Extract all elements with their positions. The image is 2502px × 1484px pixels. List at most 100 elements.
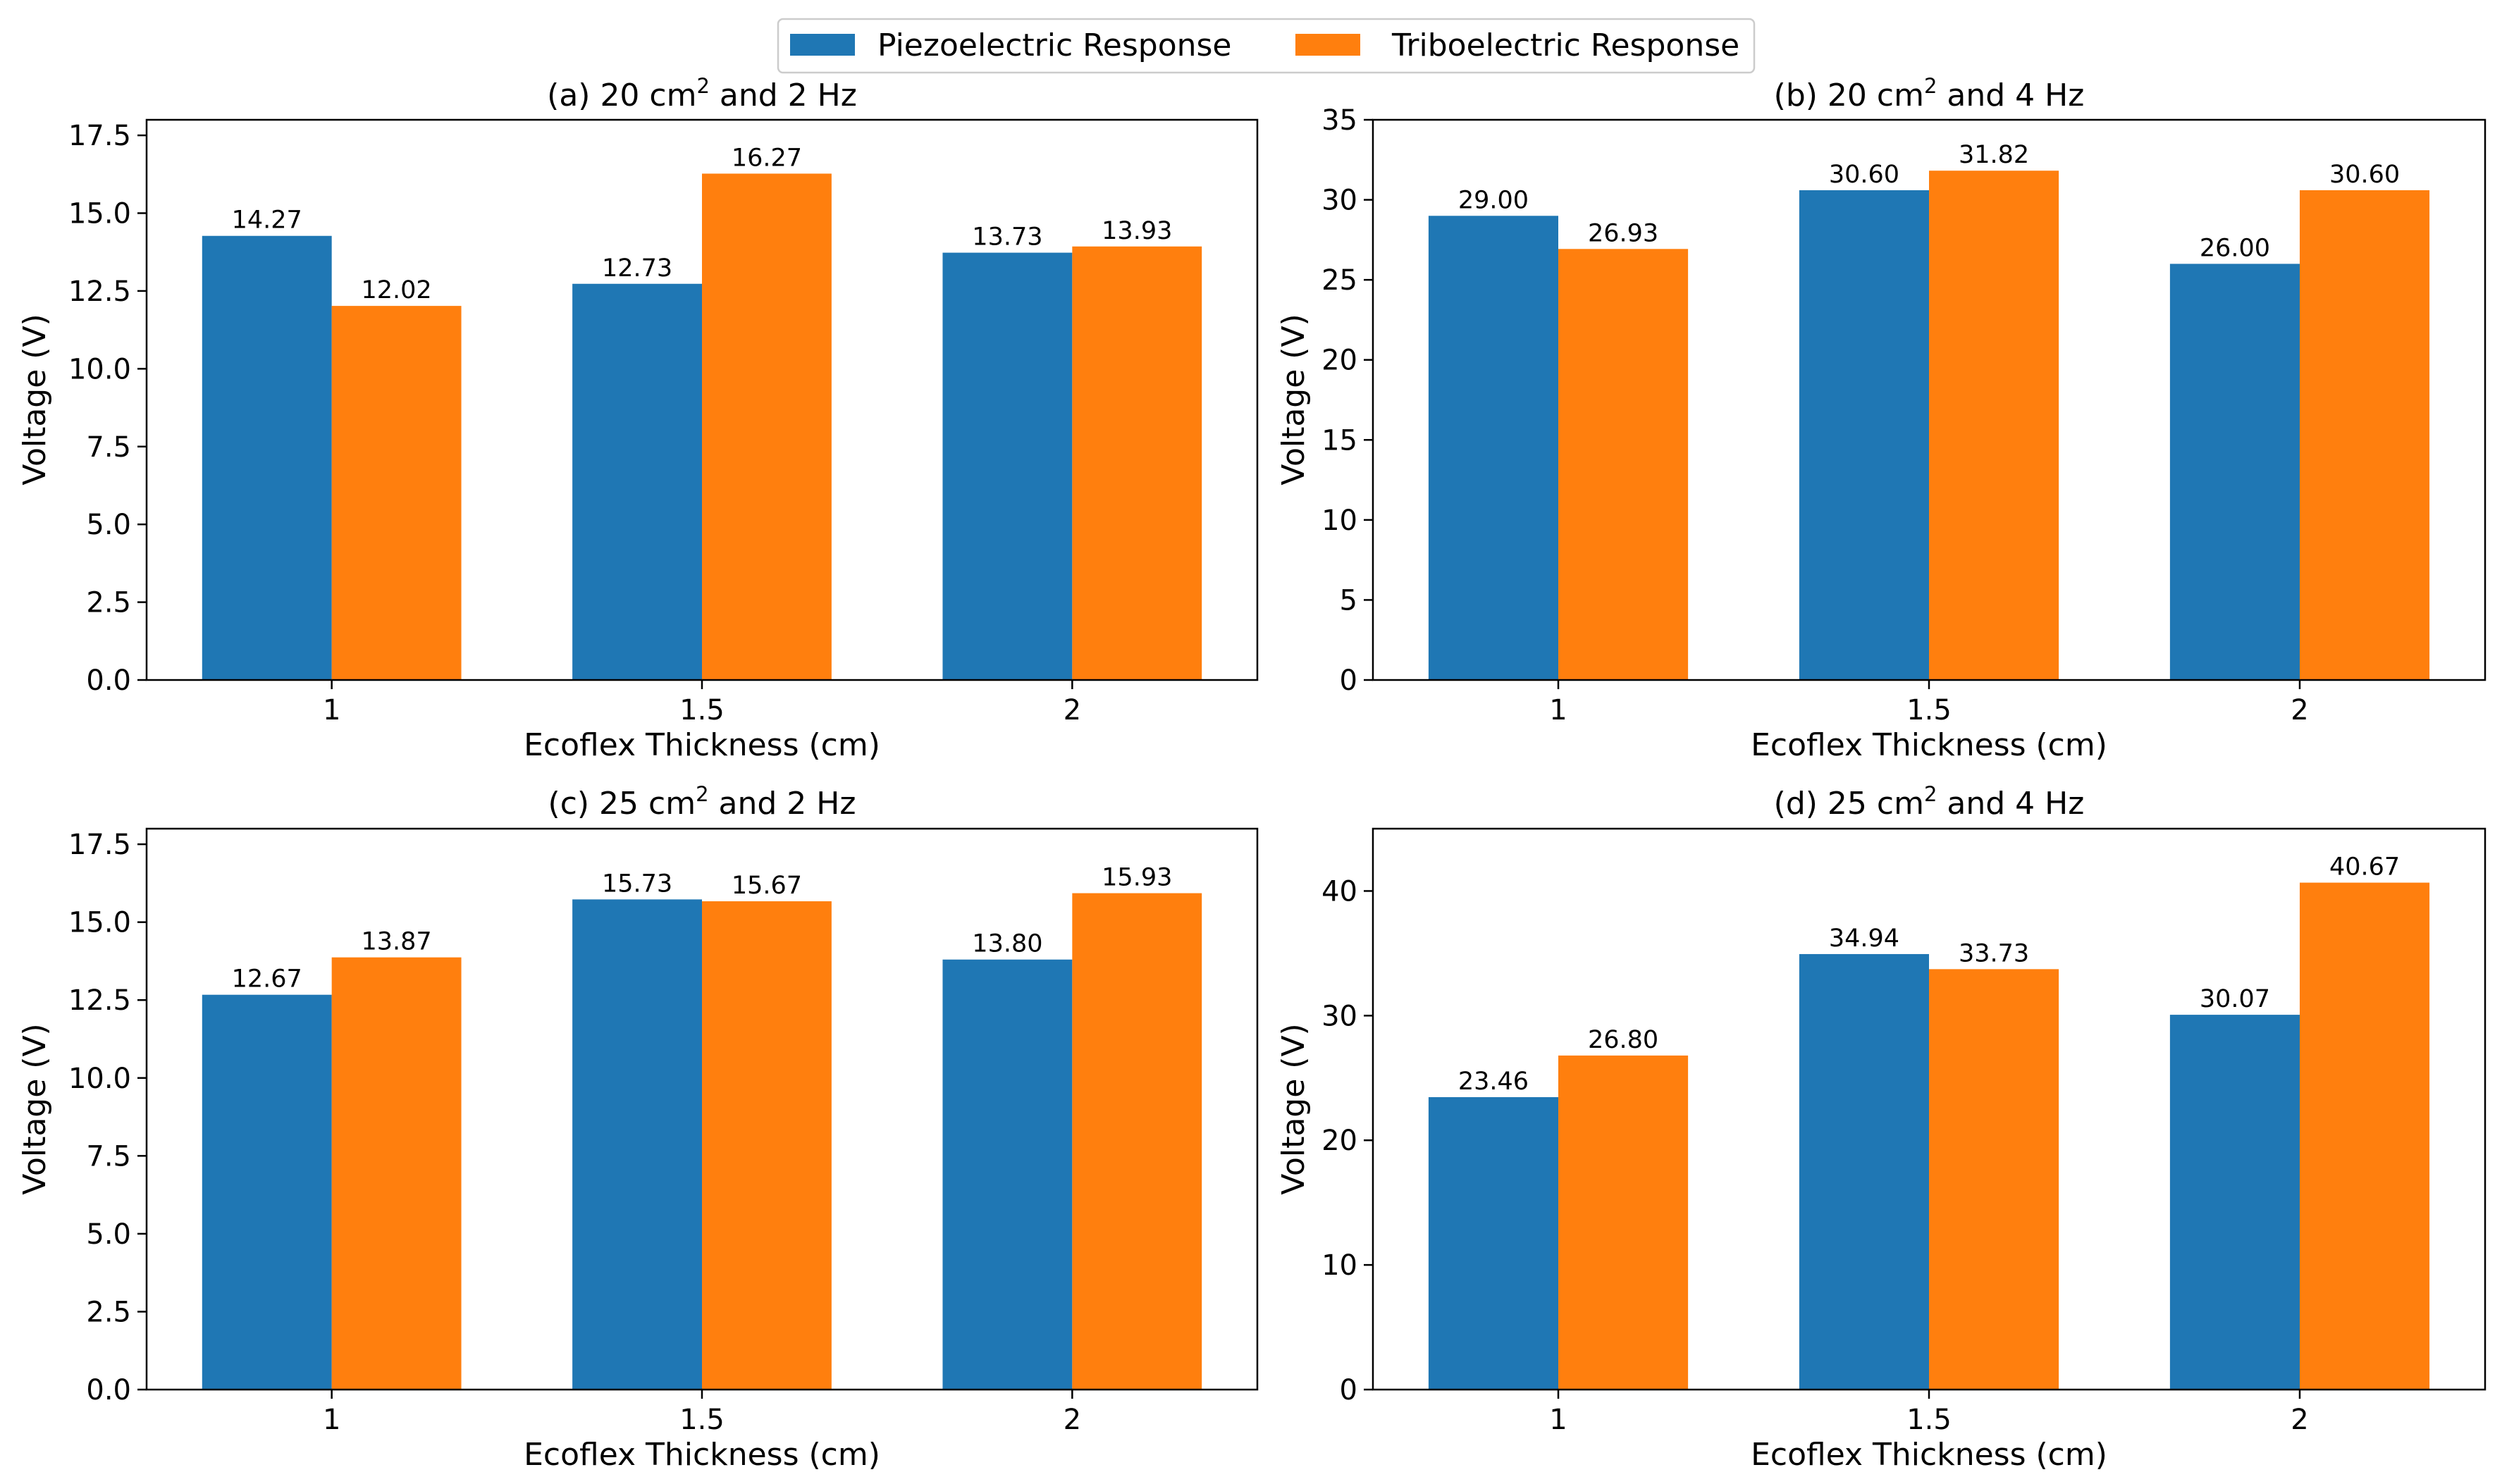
subplot-b-xtick-label: 1.5	[1906, 694, 1952, 726]
subplot-c-xlabel: Ecoflex Thickness (cm)	[524, 1437, 880, 1473]
subplot-a-bar-triboelectric-2	[1072, 246, 1202, 681]
subplot-b-bar-piezoelectric-1.5	[1799, 190, 1929, 680]
subplot-d-xtick-label: 2	[2291, 1404, 2308, 1436]
subplot-b-ytick-label: 20	[1321, 345, 1357, 377]
subplot-c-ytick-label: 17.5	[68, 829, 131, 861]
subplot-d-plot-area: 23.46 34.94 30.07 26.80 33.73 40.67 0 10 20 30 40 1…	[1321, 853, 2430, 1436]
subplot-b-bar-triboelectric-2	[2300, 190, 2430, 680]
subplot-c-xtick-label: 1	[323, 1404, 340, 1436]
subplot-a-xtick-label: 2	[1064, 694, 1081, 726]
subplot-a-ytick-label: 0.0	[86, 664, 131, 697]
subplot-a-ytick-label: 2.5	[86, 587, 131, 619]
subplot-a-bar-piezoelectric-1.5	[572, 283, 702, 681]
subplot-d: (d) 25 cm2 and 4 Hz 23.46 34.94 30.07 26.80…	[1276, 782, 2486, 1473]
subplot-b-ylabel: Voltage (V)	[1276, 314, 1312, 485]
subplot-a-value-label-triboelectric-2: 13.93	[1102, 217, 1172, 245]
subplot-a-value-label-triboelectric-1: 12.02	[361, 276, 431, 304]
subplot-a-frame	[145, 118, 1259, 681]
subplot-a-ytick-label: 10.0	[68, 353, 131, 385]
subplot-c-ytick-label: 12.5	[68, 984, 131, 1017]
subplot-b-bar-piezoelectric-2	[2169, 264, 2300, 680]
subplot-b-bar-triboelectric-1.5	[1929, 171, 2059, 680]
subplot-d-value-label-triboelectric-1: 26.80	[1588, 1026, 1658, 1054]
subplot-a-xlabel: Ecoflex Thickness (cm)	[524, 727, 880, 763]
subplot-a-ytick-label: 12.5	[68, 276, 131, 308]
subplot-d-ylabel: Voltage (V)	[1276, 1023, 1312, 1194]
subplot-b-value-label-piezoelectric-2: 26.00	[2200, 234, 2270, 262]
subplot-c-bar-piezoelectric-1	[202, 994, 332, 1390]
subplot-a-bar-triboelectric-1.5	[702, 173, 832, 681]
legend: Piezoelectric Response Triboelectric Res…	[777, 18, 1756, 74]
subplot-d-bar-piezoelectric-1	[1428, 1097, 1558, 1390]
subplot-d-frame	[1372, 827, 2486, 1391]
subplot-b-ytick-label: 15	[1321, 424, 1357, 457]
subplot-b-xlabel: Ecoflex Thickness (cm)	[1751, 727, 2107, 763]
subplot-c-value-label-piezoelectric-2: 13.80	[972, 930, 1042, 958]
subplot-d-ytick-label: 10	[1321, 1249, 1357, 1282]
subplot-a-ytick-label: 17.5	[68, 120, 131, 152]
subplot-c-ytick-label: 0.0	[86, 1374, 131, 1406]
subplot-d-xtick-label: 1	[1549, 1404, 1567, 1436]
subplot-a-value-label-piezoelectric-1: 14.27	[232, 206, 302, 235]
subplot-b-xtick-label: 2	[2291, 694, 2308, 726]
subplot-a-bar-piezoelectric-1	[202, 235, 332, 680]
subplot-d-bar-piezoelectric-2	[2169, 1015, 2300, 1390]
subplot-b-plot-area: 29.00 30.60 26.00 26.93 31.82 30.60 0 5 10 15 20 25…	[1321, 104, 2430, 726]
subplot-c-value-label-triboelectric-1: 13.87	[361, 928, 431, 956]
subplot-b: (b) 20 cm2 and 4 Hz 29.00 30.60 26.00 26.93…	[1276, 74, 2486, 763]
subplot-b-value-label-triboelectric-1.5: 31.82	[1959, 141, 2029, 169]
subplot-d-value-label-triboelectric-2: 40.67	[2329, 853, 2400, 882]
subplot-a-value-label-piezoelectric-1.5: 12.73	[602, 254, 672, 283]
subplot-d-bar-piezoelectric-1.5	[1799, 953, 1929, 1390]
subplot-b-value-label-piezoelectric-1: 29.00	[1458, 186, 1529, 214]
subplot-c: (c) 25 cm2 and 2 Hz 12.67 15.73 13.80 13.87…	[17, 782, 1259, 1473]
subplot-a-ytick-label: 15.0	[68, 198, 131, 230]
subplot-a-ytick-label: 5.0	[86, 509, 131, 541]
subplot-d-value-label-piezoelectric-2: 30.07	[2200, 985, 2270, 1013]
subplot-b-ytick-label: 30	[1321, 185, 1357, 217]
subplot-d-title: (d) 25 cm2 and 4 Hz	[1774, 782, 2085, 822]
subplot-c-value-label-piezoelectric-1.5: 15.73	[602, 870, 672, 898]
subplot-a-xtick-label: 1	[323, 694, 340, 726]
subplot-c-ytick-label: 7.5	[86, 1140, 131, 1173]
subplot-c-title: (c) 25 cm2 and 2 Hz	[548, 782, 856, 822]
subplot-b-bar-triboelectric-1	[1558, 249, 1689, 680]
subplot-c-value-label-triboelectric-1.5: 15.67	[732, 872, 802, 900]
subplot-d-bar-triboelectric-2	[2300, 882, 2430, 1390]
subplot-c-frame	[145, 827, 1259, 1391]
subplot-a-value-label-piezoelectric-2: 13.73	[972, 223, 1042, 252]
subplot-b-ytick-label: 25	[1321, 264, 1357, 297]
subplot-d-ytick-label: 0	[1340, 1374, 1357, 1406]
subplot-c-bar-triboelectric-2	[1072, 893, 1202, 1390]
subplot-a-xtick-label: 1.5	[679, 694, 725, 726]
subplot-b-value-label-triboelectric-1: 26.93	[1588, 219, 1658, 247]
legend-label-triboelectric: Triboelectric Response	[1391, 27, 1739, 63]
subplot-b-ytick-label: 5	[1340, 584, 1357, 617]
subplot-a-bar-triboelectric-1	[331, 306, 462, 680]
subplot-a-ylabel: Voltage (V)	[17, 314, 53, 485]
subplot-a-bar-piezoelectric-2	[942, 252, 1073, 680]
subplot-c-ytick-label: 2.5	[86, 1296, 131, 1328]
subplot-d-ytick-label: 40	[1321, 875, 1357, 908]
subplot-b-value-label-piezoelectric-1.5: 30.60	[1829, 161, 1899, 189]
subplot-b-ytick-label: 35	[1321, 104, 1357, 137]
subplot-c-value-label-piezoelectric-1: 12.67	[232, 965, 302, 994]
subplot-d-value-label-triboelectric-1.5: 33.73	[1959, 939, 2029, 967]
subplot-d-xlabel: Ecoflex Thickness (cm)	[1751, 1437, 2107, 1473]
subplot-d-ytick-label: 20	[1321, 1125, 1357, 1157]
subplot-a-value-label-triboelectric-1.5: 16.27	[732, 144, 802, 172]
subplot-b-frame	[1372, 118, 2486, 681]
subplot-c-value-label-triboelectric-2: 15.93	[1102, 864, 1172, 892]
subplot-c-ylabel: Voltage (V)	[17, 1023, 53, 1194]
legend-swatch-triboelectric	[1295, 34, 1360, 56]
subplot-c-plot-area: 12.67 15.73 13.80 13.87 15.67 15.93 0.0 2.5 5.0 7…	[68, 829, 1202, 1436]
subplot-c-bar-piezoelectric-1.5	[572, 899, 702, 1390]
subplot-c-ytick-label: 10.0	[68, 1063, 131, 1095]
legend-swatch-piezoelectric	[790, 34, 855, 56]
subplot-b-value-label-triboelectric-2: 30.60	[2329, 161, 2400, 189]
subplot-b-bar-piezoelectric-1	[1428, 216, 1558, 680]
subplot-d-bar-triboelectric-1.5	[1929, 969, 2059, 1390]
subplot-a-title: (a) 20 cm2 and 2 Hz	[547, 74, 857, 113]
subplot-c-ytick-label: 5.0	[86, 1218, 131, 1251]
